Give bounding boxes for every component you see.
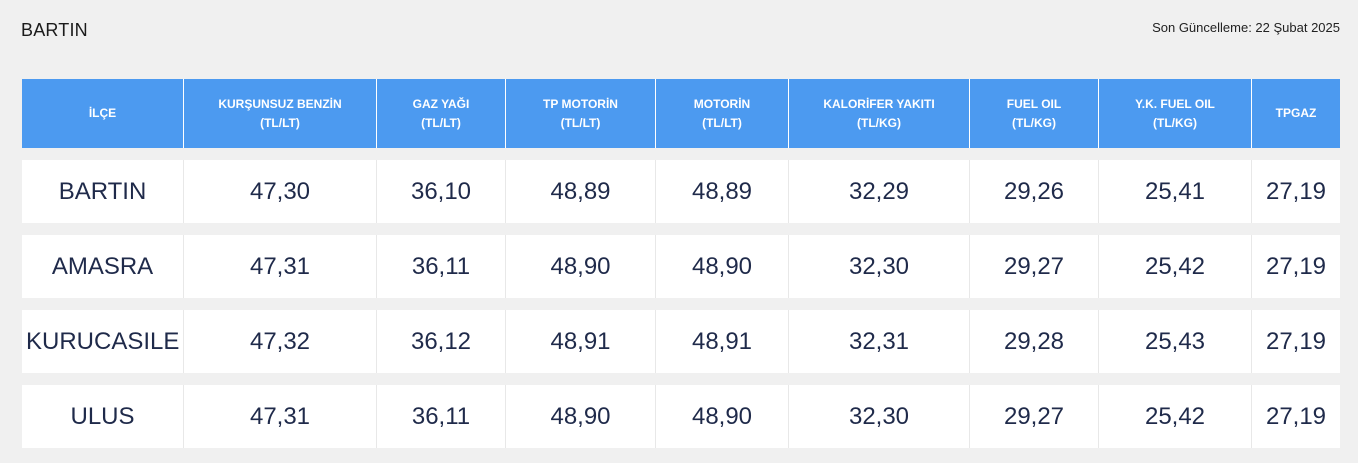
column-header-fuel-oil: FUEL OIL (TL/KG) [970,79,1099,148]
table-row: BARTIN 47,30 36,10 48,89 48,89 32,29 29,… [22,160,1340,223]
price-cell: 36,10 [377,160,506,223]
column-header-tp-diesel: TP MOTORİN (TL/LT) [506,79,656,148]
fuel-price-table: İLÇE KURŞUNSUZ BENZİN (TL/LT) GAZ YAĞI (TL… [22,79,1340,448]
column-header-district: İLÇE [22,79,184,148]
column-header-heating-fuel: KALORİFER YAKITI (TL/KG) [789,79,970,148]
column-header-kerosene: GAZ YAĞI (TL/LT) [377,79,506,148]
price-cell: 27,19 [1252,385,1340,448]
price-cell: 32,30 [789,235,970,298]
district-cell: ULUS [22,385,184,448]
price-cell: 48,90 [656,385,789,448]
price-cell: 27,19 [1252,310,1340,373]
price-cell: 29,27 [970,235,1099,298]
price-cell: 32,31 [789,310,970,373]
table-row: KURUCASILE 47,32 36,12 48,91 48,91 32,31… [22,310,1340,373]
price-cell: 25,41 [1099,160,1252,223]
price-cell: 36,11 [377,385,506,448]
price-cell: 48,91 [506,310,656,373]
price-cell: 48,90 [506,235,656,298]
price-cell: 48,90 [506,385,656,448]
price-cell: 36,11 [377,235,506,298]
price-cell: 47,31 [184,385,377,448]
price-cell: 29,27 [970,385,1099,448]
price-cell: 32,29 [789,160,970,223]
district-cell: BARTIN [22,160,184,223]
table-row: AMASRA 47,31 36,11 48,90 48,90 32,30 29,… [22,235,1340,298]
price-cell: 48,90 [656,235,789,298]
last-updated-label: Son Güncelleme: 22 Şubat 2025 [1152,20,1340,35]
column-header-hs-fuel-oil: Y.K. FUEL OIL (TL/KG) [1099,79,1252,148]
price-cell: 47,32 [184,310,377,373]
price-cell: 27,19 [1252,160,1340,223]
price-cell: 47,31 [184,235,377,298]
price-cell: 48,89 [656,160,789,223]
district-cell: KURUCASILE [22,310,184,373]
price-cell: 36,12 [377,310,506,373]
table-row: ULUS 47,31 36,11 48,90 48,90 32,30 29,27… [22,385,1340,448]
column-header-unleaded-gasoline: KURŞUNSUZ BENZİN (TL/LT) [184,79,377,148]
price-cell: 32,30 [789,385,970,448]
column-header-tpgaz: TPGAZ [1252,79,1340,148]
price-cell: 25,42 [1099,385,1252,448]
price-cell: 47,30 [184,160,377,223]
price-cell: 27,19 [1252,235,1340,298]
price-cell: 29,28 [970,310,1099,373]
price-cell: 29,26 [970,160,1099,223]
price-cell: 48,89 [506,160,656,223]
price-cell: 25,43 [1099,310,1252,373]
district-cell: AMASRA [22,235,184,298]
table-header-row: İLÇE KURŞUNSUZ BENZİN (TL/LT) GAZ YAĞI (TL… [22,79,1340,148]
page-title: BARTIN [21,20,88,40]
price-cell: 25,42 [1099,235,1252,298]
column-header-diesel: MOTORİN (TL/LT) [656,79,789,148]
price-cell: 48,91 [656,310,789,373]
